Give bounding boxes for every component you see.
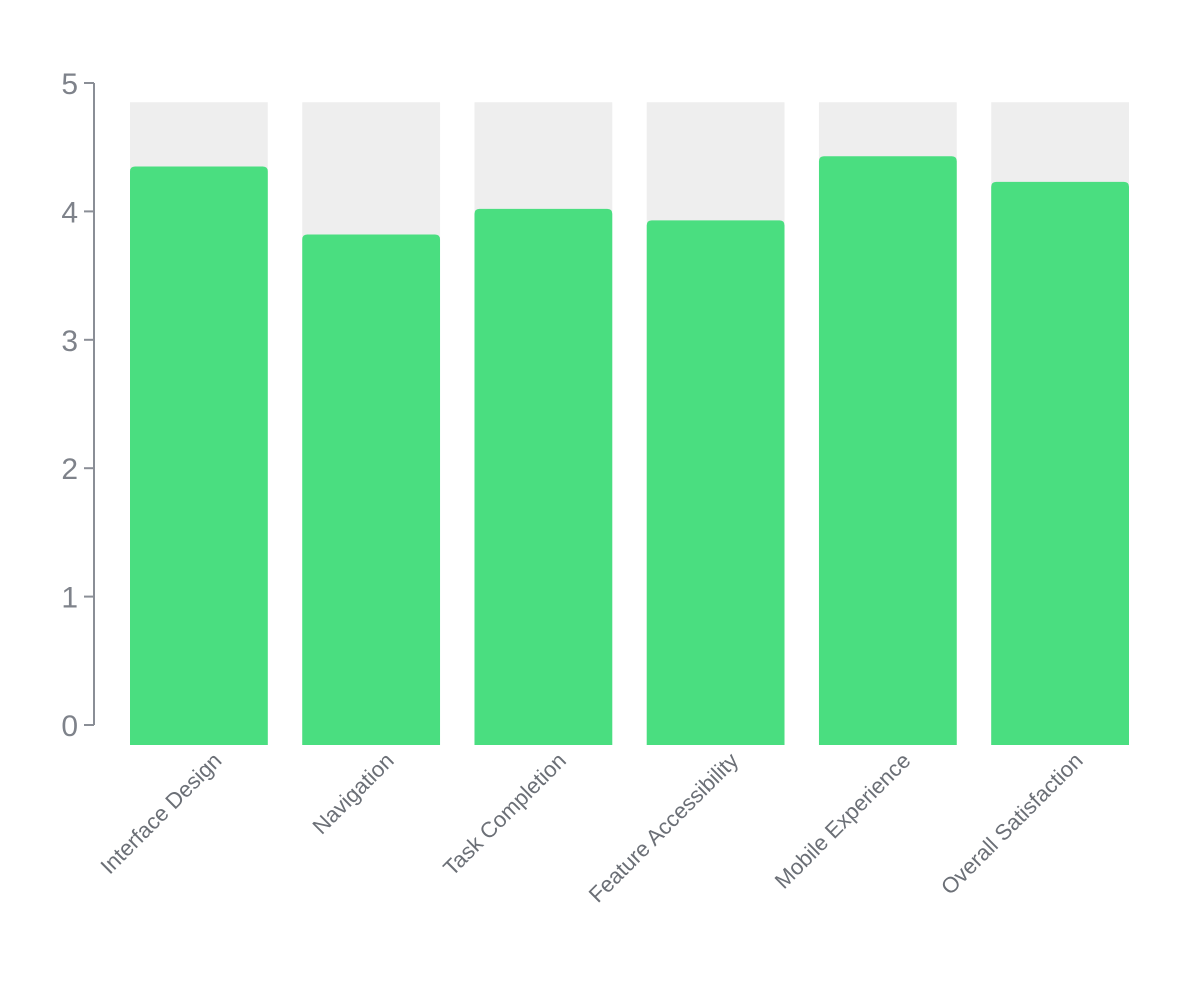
y-tick-label: 4 [61, 196, 78, 229]
y-tick-label: 1 [61, 582, 78, 615]
y-axis: 0 1 2 3 4 5 [61, 68, 95, 743]
x-tick-label: Navigation [307, 748, 398, 839]
bar [130, 166, 268, 745]
x-tick-label: Overall Satisfaction [936, 748, 1088, 900]
bar [818, 156, 957, 746]
x-tick-label: Feature Accessibility [584, 748, 743, 907]
y-tick-label: 2 [61, 453, 78, 486]
y-tick-label: 0 [61, 710, 78, 743]
y-tick-label: 5 [61, 68, 78, 101]
x-tick-label: Mobile Experience [770, 748, 916, 894]
bars [130, 156, 1129, 746]
bar [646, 220, 785, 745]
x-tick-label: Interface Design [95, 748, 226, 879]
x-tick-label: Task Completion [438, 748, 571, 881]
background-tracks [130, 102, 1129, 745]
bar [474, 208, 613, 745]
bar [991, 181, 1129, 746]
bar [302, 234, 441, 745]
x-axis-labels: Interface Design Navigation Task Completio… [95, 748, 1087, 907]
y-tick-label: 3 [61, 325, 78, 358]
